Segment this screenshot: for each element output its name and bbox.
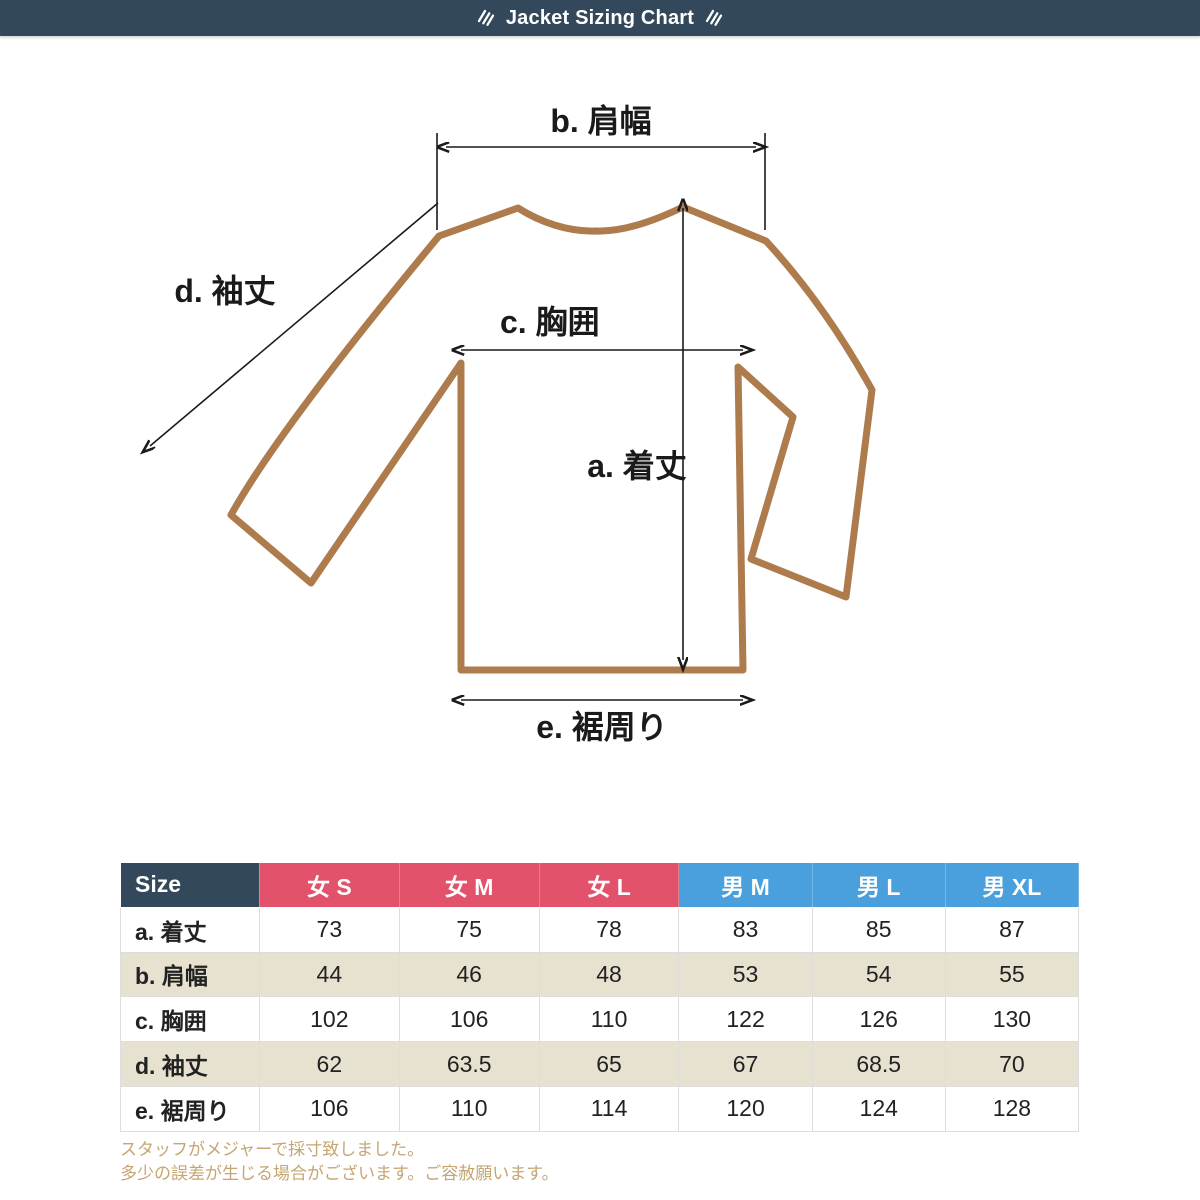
svg-text:d. 袖丈: d. 袖丈 [174,273,275,309]
svg-text:c. 胸囲: c. 胸囲 [500,304,600,340]
svg-text:a. 着丈: a. 着丈 [587,448,687,484]
svg-text:b. 肩幅: b. 肩幅 [550,103,651,139]
svg-text:e. 裾周り: e. 裾周り [536,709,668,745]
